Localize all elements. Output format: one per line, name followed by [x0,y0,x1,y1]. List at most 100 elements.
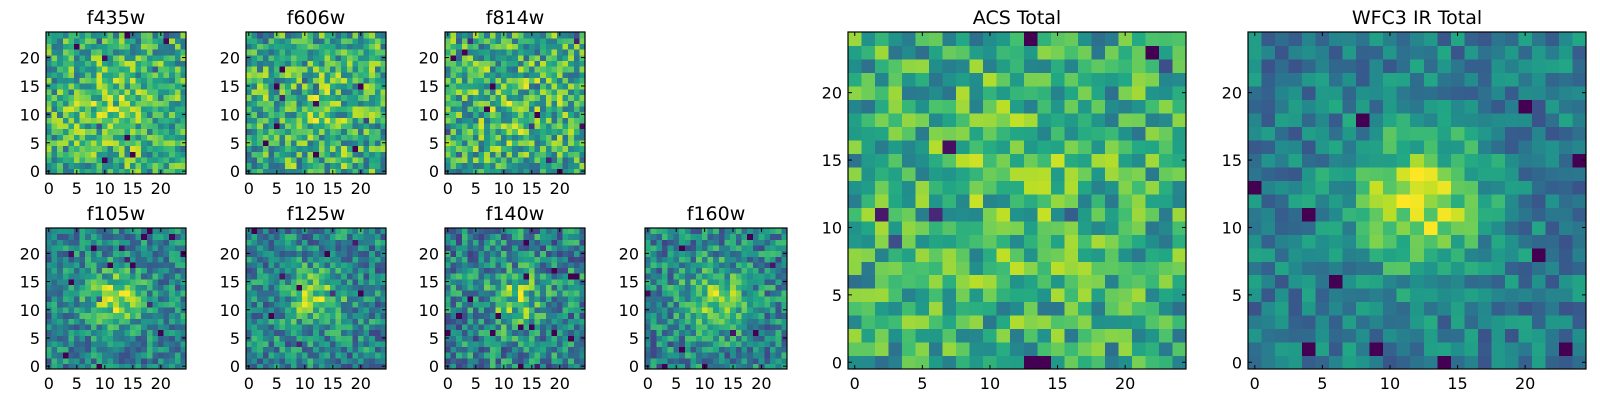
heatmap-cell [656,233,663,240]
heatmap-cell [656,239,663,246]
heatmap-cell [341,66,348,73]
heatmap-cell [764,346,771,353]
heatmap-cell [1077,247,1092,262]
heatmap-cell [141,267,148,274]
heatmap-cell [341,250,348,257]
heatmap-cell [534,267,541,274]
heatmap-cell [501,66,508,73]
heatmap-cell [290,156,297,164]
heatmap-cell [257,228,264,235]
heatmap-cell [445,318,452,325]
heatmap-cell [107,250,114,257]
heatmap-cell [545,111,552,118]
heatmap-cell [341,318,348,325]
y-tick-label: 15 [619,273,639,292]
heatmap-cell [875,234,890,249]
heatmap-cell [523,335,530,342]
heatmap-cell [495,346,502,353]
heatmap-cell [758,352,765,359]
heatmap-cell [251,284,258,291]
heatmap-cell [268,256,275,263]
heatmap-cell [274,290,281,297]
heatmap-cell [152,37,159,44]
heatmap-cell [501,139,508,147]
heatmap-cell [113,105,120,113]
heatmap-cell [1037,355,1052,370]
heatmap-cell [307,352,314,359]
heatmap-cell [557,295,564,302]
heatmap-cell [1131,180,1147,195]
heatmap-cell [90,250,97,257]
heatmap-cell [484,278,491,285]
heatmap-cell [285,295,292,302]
heatmap-cell [246,323,253,331]
heatmap-cell [752,346,760,353]
heatmap-cell [141,94,148,101]
heatmap-cell [318,346,325,353]
heatmap-cell [562,250,569,257]
heatmap-cell [290,352,297,359]
heatmap-cell [130,278,137,285]
heatmap-cell [969,301,984,316]
heatmap-cell [461,329,468,336]
heatmap-cell [130,290,137,297]
heatmap-cell [506,139,513,147]
heatmap-cell [313,363,320,370]
heatmap-cell [113,323,120,331]
y-tick-label: 20 [20,244,40,263]
heatmap-cell [484,122,491,130]
heatmap-cell [174,139,181,147]
heatmap-cell [62,88,69,96]
heatmap-cell [163,329,170,336]
heatmap-cell [257,233,264,240]
heatmap-cell [1091,261,1106,276]
heatmap-cell [68,323,75,331]
heatmap-cell [257,94,264,101]
heatmap-cell [741,301,748,308]
heatmap-cell [307,156,314,164]
heatmap-cell [113,77,120,84]
heatmap-cell [341,128,348,135]
heatmap-cell [51,256,58,263]
heatmap-cell [484,233,491,240]
heatmap-cell [450,284,457,291]
heatmap-cell [450,312,457,319]
heatmap-cell [363,329,370,336]
heatmap-cell [473,71,480,79]
heatmap-cell [673,295,680,302]
heatmap-cell [529,117,536,124]
heatmap-cell [679,318,686,325]
heatmap-cell [302,244,309,252]
heatmap-cell [324,162,331,169]
heatmap-cell [107,323,114,331]
heatmap-cell [141,233,148,240]
heatmap-cell [512,105,519,113]
heatmap-cell [969,180,984,195]
heatmap-cell [346,306,353,314]
heatmap-cell [701,318,709,325]
heatmap-cell [848,315,863,330]
heatmap-cell [467,54,474,61]
heatmap-cell [1050,301,1065,316]
heatmap-cell [85,250,92,257]
heatmap-cell [478,267,485,274]
heatmap-cell [545,306,552,314]
heatmap-cell [523,32,530,39]
heatmap-cell [158,306,165,314]
heatmap-cell [445,352,452,359]
heatmap-cell [573,71,580,79]
heatmap-cell [764,340,771,348]
heatmap-cell [461,151,468,158]
heatmap-cell [257,352,264,359]
heatmap-cell [96,244,103,252]
heatmap-cell [51,168,58,175]
heatmap-cell [467,100,474,107]
heatmap-cell [534,284,541,291]
heatmap-cell [545,162,552,169]
heatmap-cell [130,77,137,84]
heatmap-cell [679,295,686,302]
heatmap-cell [163,168,170,175]
heatmap-cell [313,290,320,297]
heatmap-cell [79,77,86,84]
